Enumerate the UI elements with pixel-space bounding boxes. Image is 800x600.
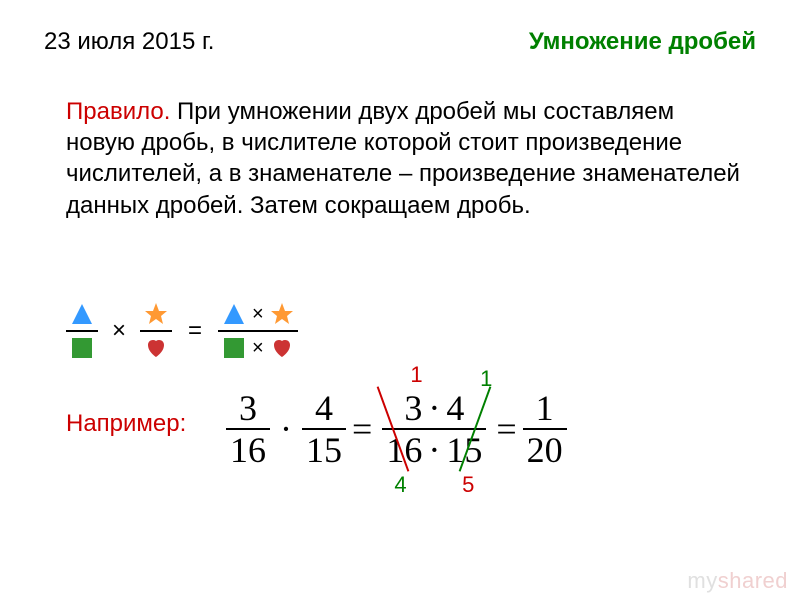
shape-fraction-result: × × xyxy=(218,300,298,362)
triangle-icon xyxy=(70,302,94,326)
date-text: 23 июля 2015 г. xyxy=(44,28,214,56)
square-icon xyxy=(70,336,94,360)
num-b: 4 xyxy=(446,390,464,426)
shape-fraction-2 xyxy=(140,300,172,362)
fraction-1: 3 16 xyxy=(226,390,270,468)
times-operator: × xyxy=(250,303,266,326)
rule-paragraph: Правило. При умножении двух дробей мы со… xyxy=(66,96,744,221)
watermark: myshared xyxy=(687,568,788,594)
example-equation: 3 16 · 4 15 = 3 · 4 16 · 15 1 1 4 5 = 1 xyxy=(220,390,573,468)
equals-operator: = xyxy=(352,408,372,450)
denominator: 20 xyxy=(523,432,567,468)
num-a: 3 xyxy=(404,390,422,426)
equals-operator: = xyxy=(496,408,516,450)
den-b: 15 xyxy=(446,432,482,468)
dot-operator: · xyxy=(424,390,444,426)
star-icon xyxy=(270,302,294,326)
heart-icon xyxy=(270,336,294,360)
equals-operator: = xyxy=(180,317,210,345)
square-icon xyxy=(222,336,246,360)
fraction-result: 1 20 xyxy=(523,390,567,468)
numerator: 1 xyxy=(532,390,558,426)
page-title: Умножение дробей xyxy=(529,28,756,56)
cancel-annot-bot-left: 4 xyxy=(394,472,406,498)
shape-equation: × = × × xyxy=(66,300,298,362)
cancel-annot-top-left: 1 xyxy=(410,362,422,388)
rule-label: Правило. xyxy=(66,98,170,125)
cancel-annot-bot-right: 5 xyxy=(462,472,474,498)
numerator: 3 xyxy=(235,390,261,426)
dot-operator: · xyxy=(424,432,444,468)
star-icon xyxy=(144,302,168,326)
example-label: Например: xyxy=(66,410,186,438)
numerator: 4 xyxy=(311,390,337,426)
cancel-annot-top-right: 1 xyxy=(480,366,492,392)
dot-operator: · xyxy=(276,408,296,450)
denominator: 15 xyxy=(302,432,346,468)
denominator: 16 xyxy=(226,432,270,468)
fraction-2: 4 15 xyxy=(302,390,346,468)
triangle-icon xyxy=(222,302,246,326)
heart-icon xyxy=(144,336,168,360)
fraction-expanded: 3 · 4 16 · 15 1 1 4 5 xyxy=(382,390,486,468)
shape-fraction-1 xyxy=(66,300,98,362)
times-operator: × xyxy=(106,317,132,345)
times-operator: × xyxy=(250,337,266,360)
